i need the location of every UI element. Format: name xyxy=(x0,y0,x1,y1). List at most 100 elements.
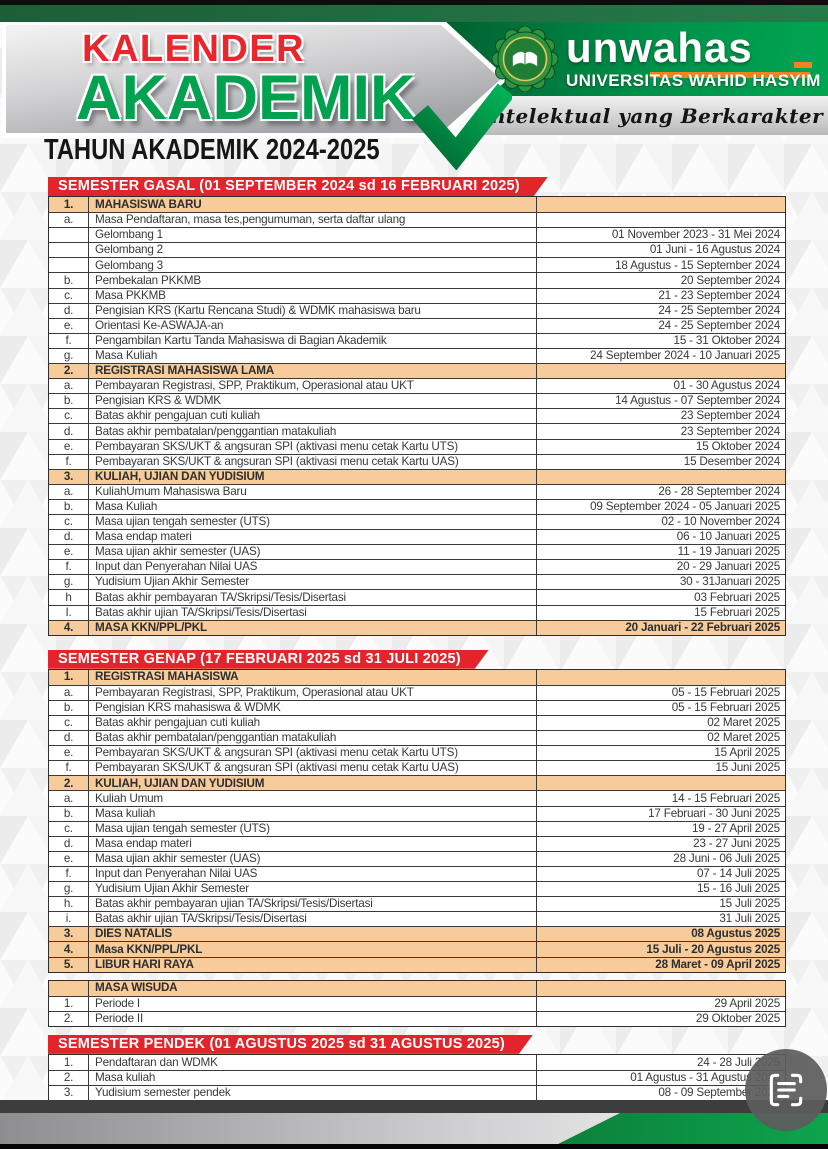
table-row: d. Batas akhir pembatalan/penggantian ma… xyxy=(49,423,785,439)
row-label: Pembayaran SKS/UKT & angsuran SPI (aktiv… xyxy=(89,746,537,761)
tagline-text: Intelektual yang Berkarakter xyxy=(480,103,824,128)
table-row: e. Pembayaran SKS/UKT & angsuran SPI (ak… xyxy=(49,438,785,454)
row-label: Input dan Penyerahan Nilai UAS xyxy=(89,560,537,575)
row-number: a. xyxy=(49,379,89,394)
table-row: 2. REGISTRASI MAHASISWA LAMA xyxy=(49,363,785,379)
row-date: 11 - 19 Januari 2025 xyxy=(677,545,781,559)
row-number xyxy=(49,243,89,258)
unwahas-emblem-icon xyxy=(492,26,558,92)
row-label: DIES NATALIS xyxy=(89,927,537,942)
table-row: c. Masa ujian tengah semester (UTS) 19 -… xyxy=(49,820,785,836)
row-label: MASA KKN/PPL/PKL xyxy=(89,620,537,635)
row-number: f. xyxy=(49,761,89,776)
row-number: i. xyxy=(49,912,89,927)
tagline-bar: Intelektual yang Berkarakter xyxy=(476,96,828,135)
table-row: d. Pengisian KRS (Kartu Rencana Studi) &… xyxy=(49,302,785,318)
academic-year-subtitle: TAHUN AKADEMIK 2024-2025 xyxy=(44,134,380,166)
row-number: b. xyxy=(49,806,89,821)
row-date: 29 Oktober 2025 xyxy=(695,1011,780,1025)
row-date: 29 April 2025 xyxy=(714,996,780,1010)
brand-logotype: unwahas xyxy=(566,24,753,71)
row-date: 02 - 10 November 2024 xyxy=(661,515,780,529)
table-row: b. Masa kuliah 17 Februari - 30 Juni 202… xyxy=(49,805,785,821)
row-number: 4. xyxy=(49,942,89,957)
table-row: 5. LIBUR HARI RAYA 28 Maret - 09 April 2… xyxy=(49,956,785,972)
table-row: a. Pembayaran Registrasi, SPP, Praktikum… xyxy=(49,378,785,394)
row-number: a. xyxy=(49,484,89,499)
row-date: 18 Agustus - 15 September 2024 xyxy=(615,258,780,272)
section-banner-label: SEMESTER GASAL (01 SEPTEMBER 2024 sd 16 … xyxy=(58,178,520,194)
row-label: Input dan Penyerahan Nilai UAS xyxy=(89,866,537,882)
row-number: f. xyxy=(49,333,89,348)
row-date: 15 Desember 2024 xyxy=(683,454,780,468)
row-label: Masa Kuliah xyxy=(89,348,537,364)
row-number: c. xyxy=(49,821,89,836)
row-label: Pengisian KRS mahasiswa & WDMK xyxy=(89,700,537,715)
row-date: 15 April 2025 xyxy=(714,746,780,760)
row-label: KULIAH, UJIAN DAN YUDISIUM xyxy=(89,469,537,484)
row-number xyxy=(49,980,89,996)
row-date xyxy=(537,470,785,484)
sections: SEMESTER GASAL (01 SEPTEMBER 2024 sd 16 … xyxy=(48,177,786,1102)
row-number: 2. xyxy=(49,364,89,379)
table-row: a. KuliahUmum Mahasiswa Baru 26 - 28 Sep… xyxy=(49,483,785,499)
row-label: Masa ujian akhir semester (UAS) xyxy=(89,545,537,560)
row-label: Batas akhir ujian TA/Skripsi/Tesis/Diser… xyxy=(89,605,537,620)
row-date: 02 Maret 2025 xyxy=(707,716,780,730)
table-row: 2. Masa kuliah 01 Agustus - 31 Agustus 2… xyxy=(49,1069,785,1086)
row-date xyxy=(537,670,785,685)
row-label: KuliahUmum Mahasiswa Baru xyxy=(89,484,537,499)
row-number: g. xyxy=(49,882,89,897)
table-row: 2. Periode II 29 Oktober 2025 xyxy=(49,1010,785,1026)
scan-text-button[interactable] xyxy=(745,1049,827,1131)
row-date xyxy=(537,776,785,790)
row-label: Masa Kuliah xyxy=(89,499,537,514)
table-row: 3. KULIAH, UJIAN DAN YUDISIUM xyxy=(49,468,785,484)
row-label: Pembayaran Registrasi, SPP, Praktikum, O… xyxy=(89,379,537,394)
row-date: 15 Oktober 2024 xyxy=(695,439,780,453)
row-label: Batas akhir pengajuan cuti kuliah xyxy=(89,716,537,731)
table-row: e. Masa ujian akhir semester (UAS) 11 - … xyxy=(49,544,785,560)
row-number: 2. xyxy=(49,1011,89,1026)
row-number: f. xyxy=(49,866,89,882)
row-date: 06 - 10 Januari 2025 xyxy=(676,530,780,544)
row-date: 01 November 2023 - 31 Mei 2024 xyxy=(611,228,780,242)
row-date: 30 - 31Januari 2025 xyxy=(679,575,780,589)
row-date: 15 Juni 2025 xyxy=(715,761,780,775)
row-label: Kuliah Umum xyxy=(89,791,537,806)
table-row: b. Pembekalan PKKMB 20 September 2024 xyxy=(49,272,785,288)
footer-band xyxy=(0,1113,828,1144)
table-row: e. Masa ujian akhir semester (UAS) 28 Ju… xyxy=(49,850,785,866)
row-number: b. xyxy=(49,394,89,409)
row-label: Batas akhir pembatalan/penggantian matak… xyxy=(89,424,537,439)
row-label: Yudisium Ujian Akhir Semester xyxy=(89,882,537,897)
table-row: f. Pembayaran SKS/UKT & angsuran SPI (ak… xyxy=(49,760,785,776)
table-row: f. Pengambilan Kartu Tanda Mahasiswa di … xyxy=(49,332,785,348)
table-row: 1. MAHASISWA BARU xyxy=(49,197,785,213)
row-number: g. xyxy=(49,575,89,590)
row-label: Batas akhir ujian TA/Skripsi/Tesis/Diser… xyxy=(89,912,537,927)
table-row: 3. Yudisium semester pendek 08 - 09 Sept… xyxy=(49,1085,785,1101)
table-row: g. Yudisium Ujian Akhir Semester 15 - 16… xyxy=(49,881,785,897)
row-date xyxy=(537,197,785,212)
table-row: d. Batas akhir pembatalan/penggantian ma… xyxy=(49,730,785,746)
row-number: c. xyxy=(49,514,89,530)
row-label: Masa ujian tengah semester (UTS) xyxy=(89,821,537,836)
row-number: b. xyxy=(49,700,89,715)
row-label: Batas akhir pembatalan/penggantian matak… xyxy=(89,731,537,746)
row-date: 20 September 2024 xyxy=(680,273,780,287)
row-date: 01 - 30 Agustus 2024 xyxy=(673,379,781,393)
row-date: 23 September 2024 xyxy=(680,409,780,423)
row-label: Periode II xyxy=(89,1011,537,1026)
row-number xyxy=(49,228,89,243)
row-number: 1. xyxy=(49,996,89,1011)
table-row: f. Input dan Penyerahan Nilai UAS 20 - 2… xyxy=(49,559,785,575)
row-label: Masa kuliah xyxy=(89,1070,537,1086)
table-row: Gelombang 2 01 Juni - 16 Agustus 2024 xyxy=(49,242,785,258)
table-row: c. Batas akhir pengajuan cuti kuliah 23 … xyxy=(49,408,785,424)
row-date: 24 - 28 Juli 2025 xyxy=(696,1055,780,1069)
row-date: 23 - 27 Juni 2025 xyxy=(693,836,780,850)
row-number: 3. xyxy=(49,469,89,484)
row-date: 15 Juli 2025 xyxy=(719,897,780,911)
calendar-table: MASA WISUDA 1. Periode I 29 April 2025 2… xyxy=(48,979,786,1027)
